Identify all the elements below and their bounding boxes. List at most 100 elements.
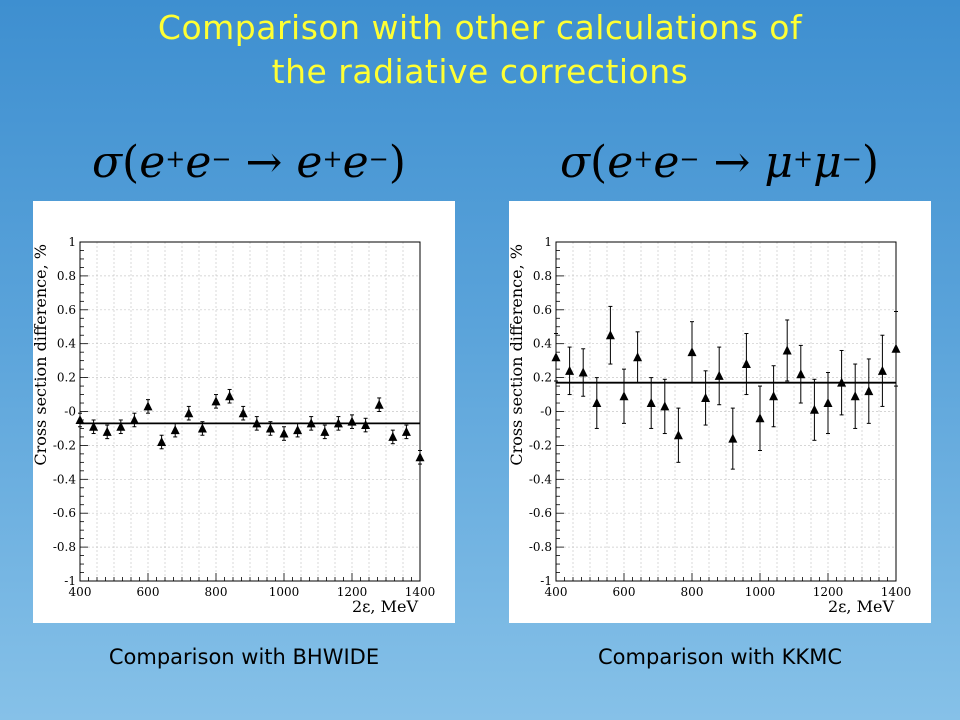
y-tick-label: 1	[544, 235, 552, 249]
chart-kkmc: 1 0.8 0.6 0.4 0.2 -0 -0.2 -0.4 -0.6 -0.8 -1400 600 8…	[509, 235, 912, 616]
y-tick-label: -1	[64, 574, 76, 588]
data-marker	[252, 418, 262, 428]
data-point	[809, 378, 819, 441]
x-axis-label: 2ε, MeV	[352, 597, 418, 616]
data-point	[225, 388, 235, 404]
data-marker	[143, 401, 153, 411]
data-point	[578, 348, 588, 397]
data-marker	[293, 425, 303, 435]
data-point	[388, 429, 398, 445]
formula-ee-to-ee: σ(e+e− → e+e−)	[92, 138, 406, 188]
formula-symbol: e	[185, 137, 212, 188]
data-marker	[401, 426, 411, 436]
data-marker	[728, 433, 738, 443]
data-marker	[619, 391, 629, 401]
data-point	[293, 422, 303, 438]
y-tick-label: -0.6	[529, 506, 552, 520]
data-point	[687, 321, 697, 384]
data-marker	[211, 396, 221, 406]
x-tick-label: 800	[681, 585, 704, 599]
formula-superscript: −	[368, 145, 389, 173]
data-marker	[809, 404, 819, 414]
data-point	[129, 412, 139, 428]
x-tick-label: 400	[545, 585, 568, 599]
data-marker	[850, 391, 860, 401]
formula-paren-close: )	[861, 137, 880, 188]
slide-title-line-1: Comparison with other calculations of	[157, 8, 803, 47]
x-tick-label: 800	[205, 585, 228, 599]
data-point	[211, 394, 221, 409]
x-tick-label: 1400	[881, 585, 912, 599]
data-marker	[551, 352, 561, 362]
data-point	[551, 333, 561, 382]
data-point	[592, 377, 602, 429]
y-tick-label: 0.8	[57, 269, 76, 283]
formula-superscript: +	[633, 145, 654, 173]
data-marker	[877, 365, 887, 375]
x-axis: 400 600 800 1000 1200 1400	[69, 573, 435, 599]
x-tick-label: 400	[69, 585, 92, 599]
data-point	[184, 405, 194, 421]
data-marker	[184, 408, 194, 418]
y-axis: 1 0.8 0.6 0.4 0.2 -0 -0.2 -0.4 -0.6 -0.8 -1	[53, 235, 88, 588]
formula-sigma: σ	[560, 137, 591, 188]
data-point	[157, 434, 167, 450]
data-point	[633, 331, 643, 384]
data-marker	[592, 398, 602, 408]
y-tick-label: 0.6	[57, 303, 76, 317]
formula-paren-close: )	[388, 137, 406, 188]
data-point	[782, 319, 792, 382]
formula-superscript: −	[841, 145, 862, 173]
data-marker	[701, 392, 711, 402]
data-marker	[361, 420, 371, 430]
y-tick-label: 0.8	[533, 269, 552, 283]
chart-panel-bhwide: 1 0.8 0.6 0.4 0.2 -0 -0.2 -0.4 -0.6 -0.8 -1 400 600 8…	[33, 201, 455, 623]
data-marker	[741, 359, 751, 369]
data-point	[170, 422, 180, 438]
formula-sigma: σ	[92, 137, 123, 188]
data-point	[89, 419, 99, 435]
data-marker	[578, 367, 588, 377]
data-point	[646, 377, 656, 429]
data-marker	[687, 347, 697, 357]
data-marker	[823, 398, 833, 408]
data-marker	[197, 423, 207, 433]
data-marker	[646, 398, 656, 408]
slide-title: Comparison with other calculations of th…	[0, 6, 960, 94]
y-tick-label: -0	[64, 405, 76, 419]
data-point	[864, 358, 874, 424]
data-marker	[89, 421, 99, 431]
data-point	[279, 426, 289, 441]
data-marker	[796, 369, 806, 379]
formula-paren-open: (	[122, 137, 140, 188]
y-axis: 1 0.8 0.6 0.4 0.2 -0 -0.2 -0.4 -0.6 -0.8 -1	[529, 235, 564, 588]
y-tick-label: 1	[68, 235, 76, 249]
data-point	[701, 370, 711, 426]
formula-ee-to-mumu: σ(e+e− → μ+μ−)	[560, 138, 879, 188]
x-tick-label: 1200	[813, 585, 844, 599]
y-tick-label: -0.2	[529, 438, 552, 452]
data-point	[401, 424, 411, 440]
data-point	[415, 449, 425, 465]
data-point	[837, 349, 847, 416]
data-point	[850, 363, 860, 429]
data-marker	[170, 425, 180, 435]
formula-symbol: e	[296, 137, 323, 188]
formula-paren-open: (	[590, 137, 608, 188]
formula-symbol: e	[139, 137, 166, 188]
y-tick-label: 0.2	[57, 371, 76, 385]
data-marker	[864, 386, 874, 396]
formula-superscript: +	[322, 145, 343, 173]
y-tick-label: -0.4	[53, 472, 77, 486]
data-marker	[102, 426, 112, 436]
x-axis-label: 2ε, MeV	[828, 597, 894, 616]
y-tick-label: 0.4	[533, 337, 552, 351]
data-marker	[388, 431, 398, 441]
y-tick-label: -0.4	[529, 472, 553, 486]
data-marker	[415, 452, 425, 462]
y-tick-label: -0.2	[53, 438, 76, 452]
data-marker	[129, 414, 139, 424]
data-marker	[265, 423, 275, 433]
data-point	[755, 385, 765, 451]
caption-kkmc: Comparison with KKMC	[598, 645, 842, 669]
